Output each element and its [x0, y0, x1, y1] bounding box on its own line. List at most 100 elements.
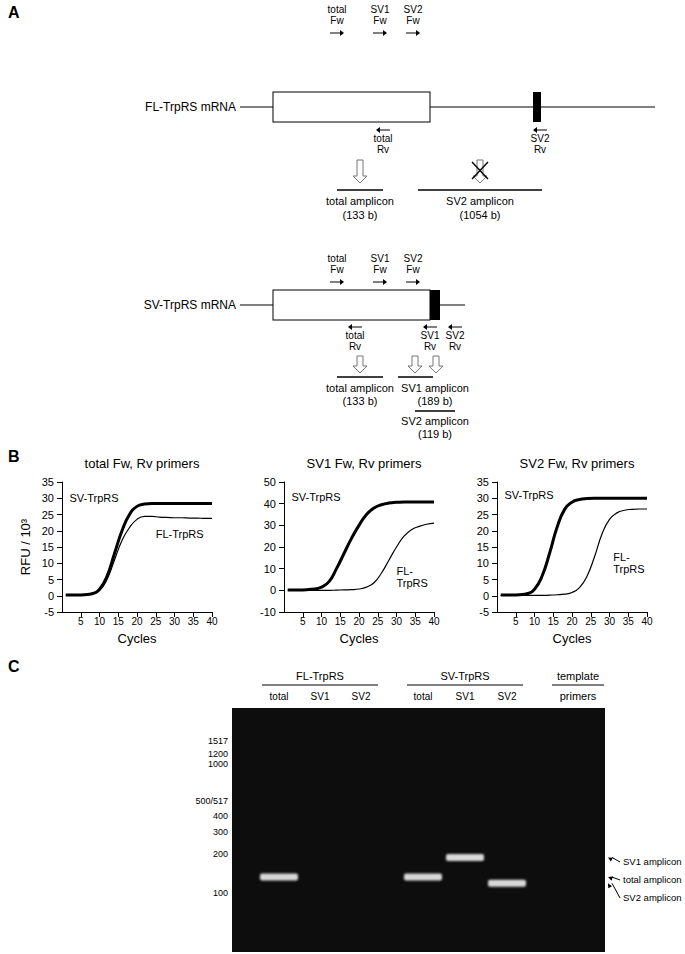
- svg-text:Cycles: Cycles: [117, 631, 157, 646]
- svg-text:(119 b): (119 b): [418, 428, 452, 440]
- svg-text:A: A: [8, 4, 20, 21]
- svg-text:35: 35: [623, 616, 635, 627]
- svg-text:20: 20: [131, 616, 143, 627]
- svg-text:5: 5: [78, 616, 84, 627]
- svg-text:20: 20: [566, 616, 578, 627]
- svg-text:SV1 Fw, Rv primers: SV1 Fw, Rv primers: [307, 456, 422, 471]
- svg-text:Cycles: Cycles: [339, 631, 379, 646]
- svg-text:15: 15: [548, 616, 560, 627]
- svg-text:1000: 1000: [208, 759, 228, 769]
- svg-text:primers: primers: [560, 690, 597, 702]
- svg-text:SV2 amplicon: SV2 amplicon: [446, 195, 514, 207]
- svg-text:(133 b): (133 b): [343, 395, 378, 407]
- svg-text:20: 20: [264, 541, 276, 553]
- svg-text:total: total: [328, 4, 347, 15]
- svg-text:20: 20: [42, 525, 54, 537]
- svg-text:Fw: Fw: [406, 15, 420, 26]
- svg-text:total: total: [414, 691, 433, 702]
- svg-text:Cycles: Cycles: [552, 631, 592, 646]
- svg-text:15: 15: [42, 541, 54, 553]
- svg-text:200: 200: [213, 849, 228, 859]
- svg-text:total amplicon: total amplicon: [623, 874, 682, 885]
- svg-text:SV1: SV1: [311, 691, 330, 702]
- svg-text:FL-: FL-: [613, 551, 630, 563]
- svg-text:40: 40: [641, 616, 653, 627]
- svg-text:Fw: Fw: [373, 15, 387, 26]
- svg-text:500/517: 500/517: [195, 796, 228, 806]
- svg-text:300: 300: [213, 827, 228, 837]
- svg-text:total amplicon: total amplicon: [326, 195, 394, 207]
- svg-text:total: total: [270, 691, 289, 702]
- svg-text:Rv: Rv: [424, 341, 436, 352]
- svg-text:TrpRS: TrpRS: [613, 563, 644, 575]
- svg-text:C: C: [8, 658, 20, 675]
- svg-text:25: 25: [477, 509, 489, 521]
- svg-text:100: 100: [213, 888, 228, 898]
- svg-text:10: 10: [94, 616, 106, 627]
- svg-text:SV1 amplicon: SV1 amplicon: [623, 856, 682, 867]
- svg-text:SV2: SV2: [531, 133, 550, 144]
- svg-text:template: template: [557, 670, 599, 682]
- svg-text:total amplicon: total amplicon: [326, 382, 394, 394]
- svg-text:SV2: SV2: [352, 691, 371, 702]
- svg-text:total: total: [346, 330, 365, 341]
- svg-text:10: 10: [42, 557, 54, 569]
- svg-text:35: 35: [42, 476, 54, 488]
- svg-text:Fw: Fw: [373, 264, 387, 275]
- svg-text:-5: -5: [479, 606, 489, 618]
- svg-text:10: 10: [316, 616, 328, 627]
- svg-text:25: 25: [42, 509, 54, 521]
- svg-text:25: 25: [585, 616, 597, 627]
- svg-text:RFU / 10³: RFU / 10³: [18, 518, 33, 575]
- svg-text:FL-TrpRS mRNA: FL-TrpRS mRNA: [145, 100, 236, 114]
- svg-text:0: 0: [483, 590, 489, 602]
- svg-text:-10: -10: [260, 606, 276, 618]
- svg-text:Rv: Rv: [449, 341, 461, 352]
- svg-text:15: 15: [335, 616, 347, 627]
- svg-text:5: 5: [483, 574, 489, 586]
- svg-text:SV-TrpRS mRNA: SV-TrpRS mRNA: [144, 298, 236, 312]
- svg-text:FL-: FL-: [397, 565, 414, 577]
- svg-text:1517: 1517: [208, 736, 228, 746]
- svg-text:25: 25: [150, 616, 162, 627]
- svg-text:Rv: Rv: [534, 144, 546, 155]
- svg-text:SV-TrpRS: SV-TrpRS: [70, 492, 119, 504]
- svg-text:10: 10: [477, 557, 489, 569]
- svg-text:(133 b): (133 b): [343, 209, 378, 221]
- svg-text:SV2: SV2: [498, 691, 517, 702]
- svg-text:50: 50: [264, 476, 276, 488]
- svg-text:B: B: [8, 448, 20, 465]
- svg-text:40: 40: [206, 616, 218, 627]
- svg-text:0: 0: [48, 590, 54, 602]
- svg-text:5: 5: [300, 616, 306, 627]
- svg-text:1200: 1200: [208, 749, 228, 759]
- svg-text:40: 40: [428, 616, 440, 627]
- svg-text:35: 35: [477, 476, 489, 488]
- svg-text:SV-TrpRS: SV-TrpRS: [505, 489, 554, 501]
- svg-text:TrpRS: TrpRS: [397, 577, 428, 589]
- svg-text:0: 0: [270, 584, 276, 596]
- svg-text:30: 30: [169, 616, 181, 627]
- svg-text:FL-TrpRS: FL-TrpRS: [296, 670, 344, 682]
- svg-text:SV1: SV1: [456, 691, 475, 702]
- svg-text:Fw: Fw: [406, 264, 420, 275]
- svg-text:FL-TrpRS: FL-TrpRS: [156, 528, 204, 540]
- svg-text:10: 10: [264, 563, 276, 575]
- svg-text:(189 b): (189 b): [418, 395, 453, 407]
- svg-text:Rv: Rv: [377, 144, 389, 155]
- svg-text:SV2 amplicon: SV2 amplicon: [401, 415, 469, 427]
- svg-text:SV2: SV2: [446, 330, 465, 341]
- svg-text:20: 20: [353, 616, 365, 627]
- svg-text:SV1: SV1: [421, 330, 440, 341]
- svg-text:15: 15: [113, 616, 125, 627]
- svg-text:total: total: [328, 253, 347, 264]
- svg-text:30: 30: [477, 492, 489, 504]
- svg-text:SV2 amplicon: SV2 amplicon: [623, 892, 682, 903]
- svg-text:30: 30: [42, 492, 54, 504]
- svg-text:25: 25: [372, 616, 384, 627]
- svg-text:SV2 Fw, Rv primers: SV2 Fw, Rv primers: [520, 456, 635, 471]
- svg-text:Rv: Rv: [349, 341, 361, 352]
- svg-text:Fw: Fw: [330, 264, 344, 275]
- svg-text:SV1 amplicon: SV1 amplicon: [401, 382, 469, 394]
- svg-text:SV-TrpRS: SV-TrpRS: [292, 491, 341, 503]
